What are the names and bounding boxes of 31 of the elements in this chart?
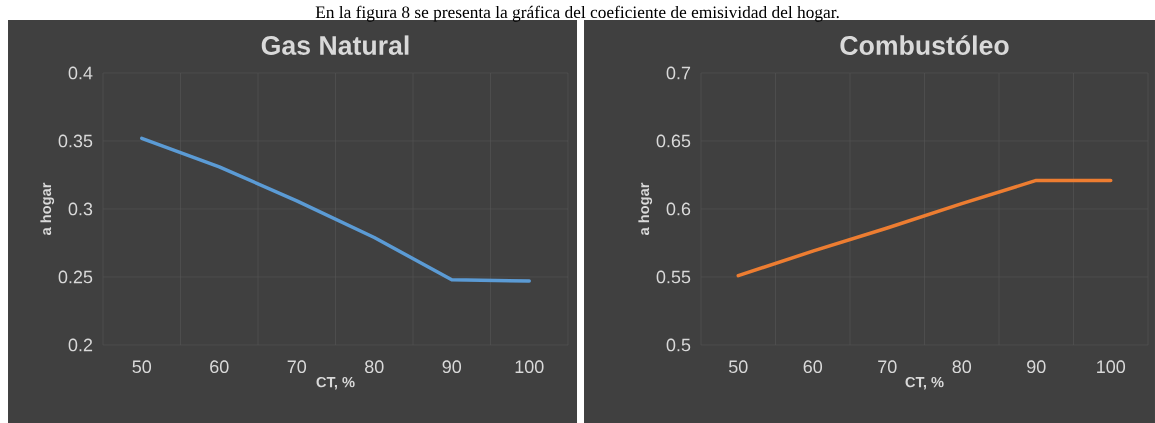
x-tick-label: 50 [728, 360, 748, 374]
y-tick-label: 0.5 [666, 338, 691, 352]
x-tick-label: 90 [1027, 360, 1046, 374]
y-tick-label: 0.4 [68, 66, 93, 80]
x-tick-label: 100 [515, 360, 544, 374]
y-tick-label: 0.3 [68, 202, 93, 216]
y-axis-title: a hogar [40, 182, 55, 236]
y-axis-title: a hogar [638, 182, 653, 236]
y-tick-label: 0.65 [656, 134, 691, 148]
x-tick-label: 50 [132, 360, 152, 374]
x-tick-label: 80 [952, 360, 972, 374]
chart-title: Gas Natural [261, 35, 409, 55]
x-tick-label: 90 [442, 360, 462, 374]
y-tick-label: 0.6 [666, 202, 691, 216]
chart-title: Combustóleo [840, 35, 1009, 55]
y-tick-label: 0.55 [656, 270, 691, 284]
x-tick-label: 70 [287, 360, 307, 374]
x-axis-title: CT, % [316, 376, 355, 390]
line-series [736, 178, 1113, 278]
x-tick-label: 80 [365, 360, 384, 374]
y-tick-label: 0.35 [58, 134, 93, 148]
x-tick-label: 60 [803, 360, 823, 374]
y-tick-label: 0.25 [58, 270, 93, 284]
x-axis-title: CT, % [905, 376, 944, 390]
line-series [140, 136, 531, 283]
text: En la figura 8 se presenta la gráfica del coeficiente de emisividad del hogar. [315, 5, 839, 22]
x-tick-label: 60 [210, 360, 229, 374]
x-tick-label: 70 [878, 360, 897, 374]
y-tick-label: 0.7 [666, 66, 691, 80]
x-tick-label: 100 [1097, 360, 1126, 374]
y-tick-label: 0.2 [68, 338, 93, 352]
